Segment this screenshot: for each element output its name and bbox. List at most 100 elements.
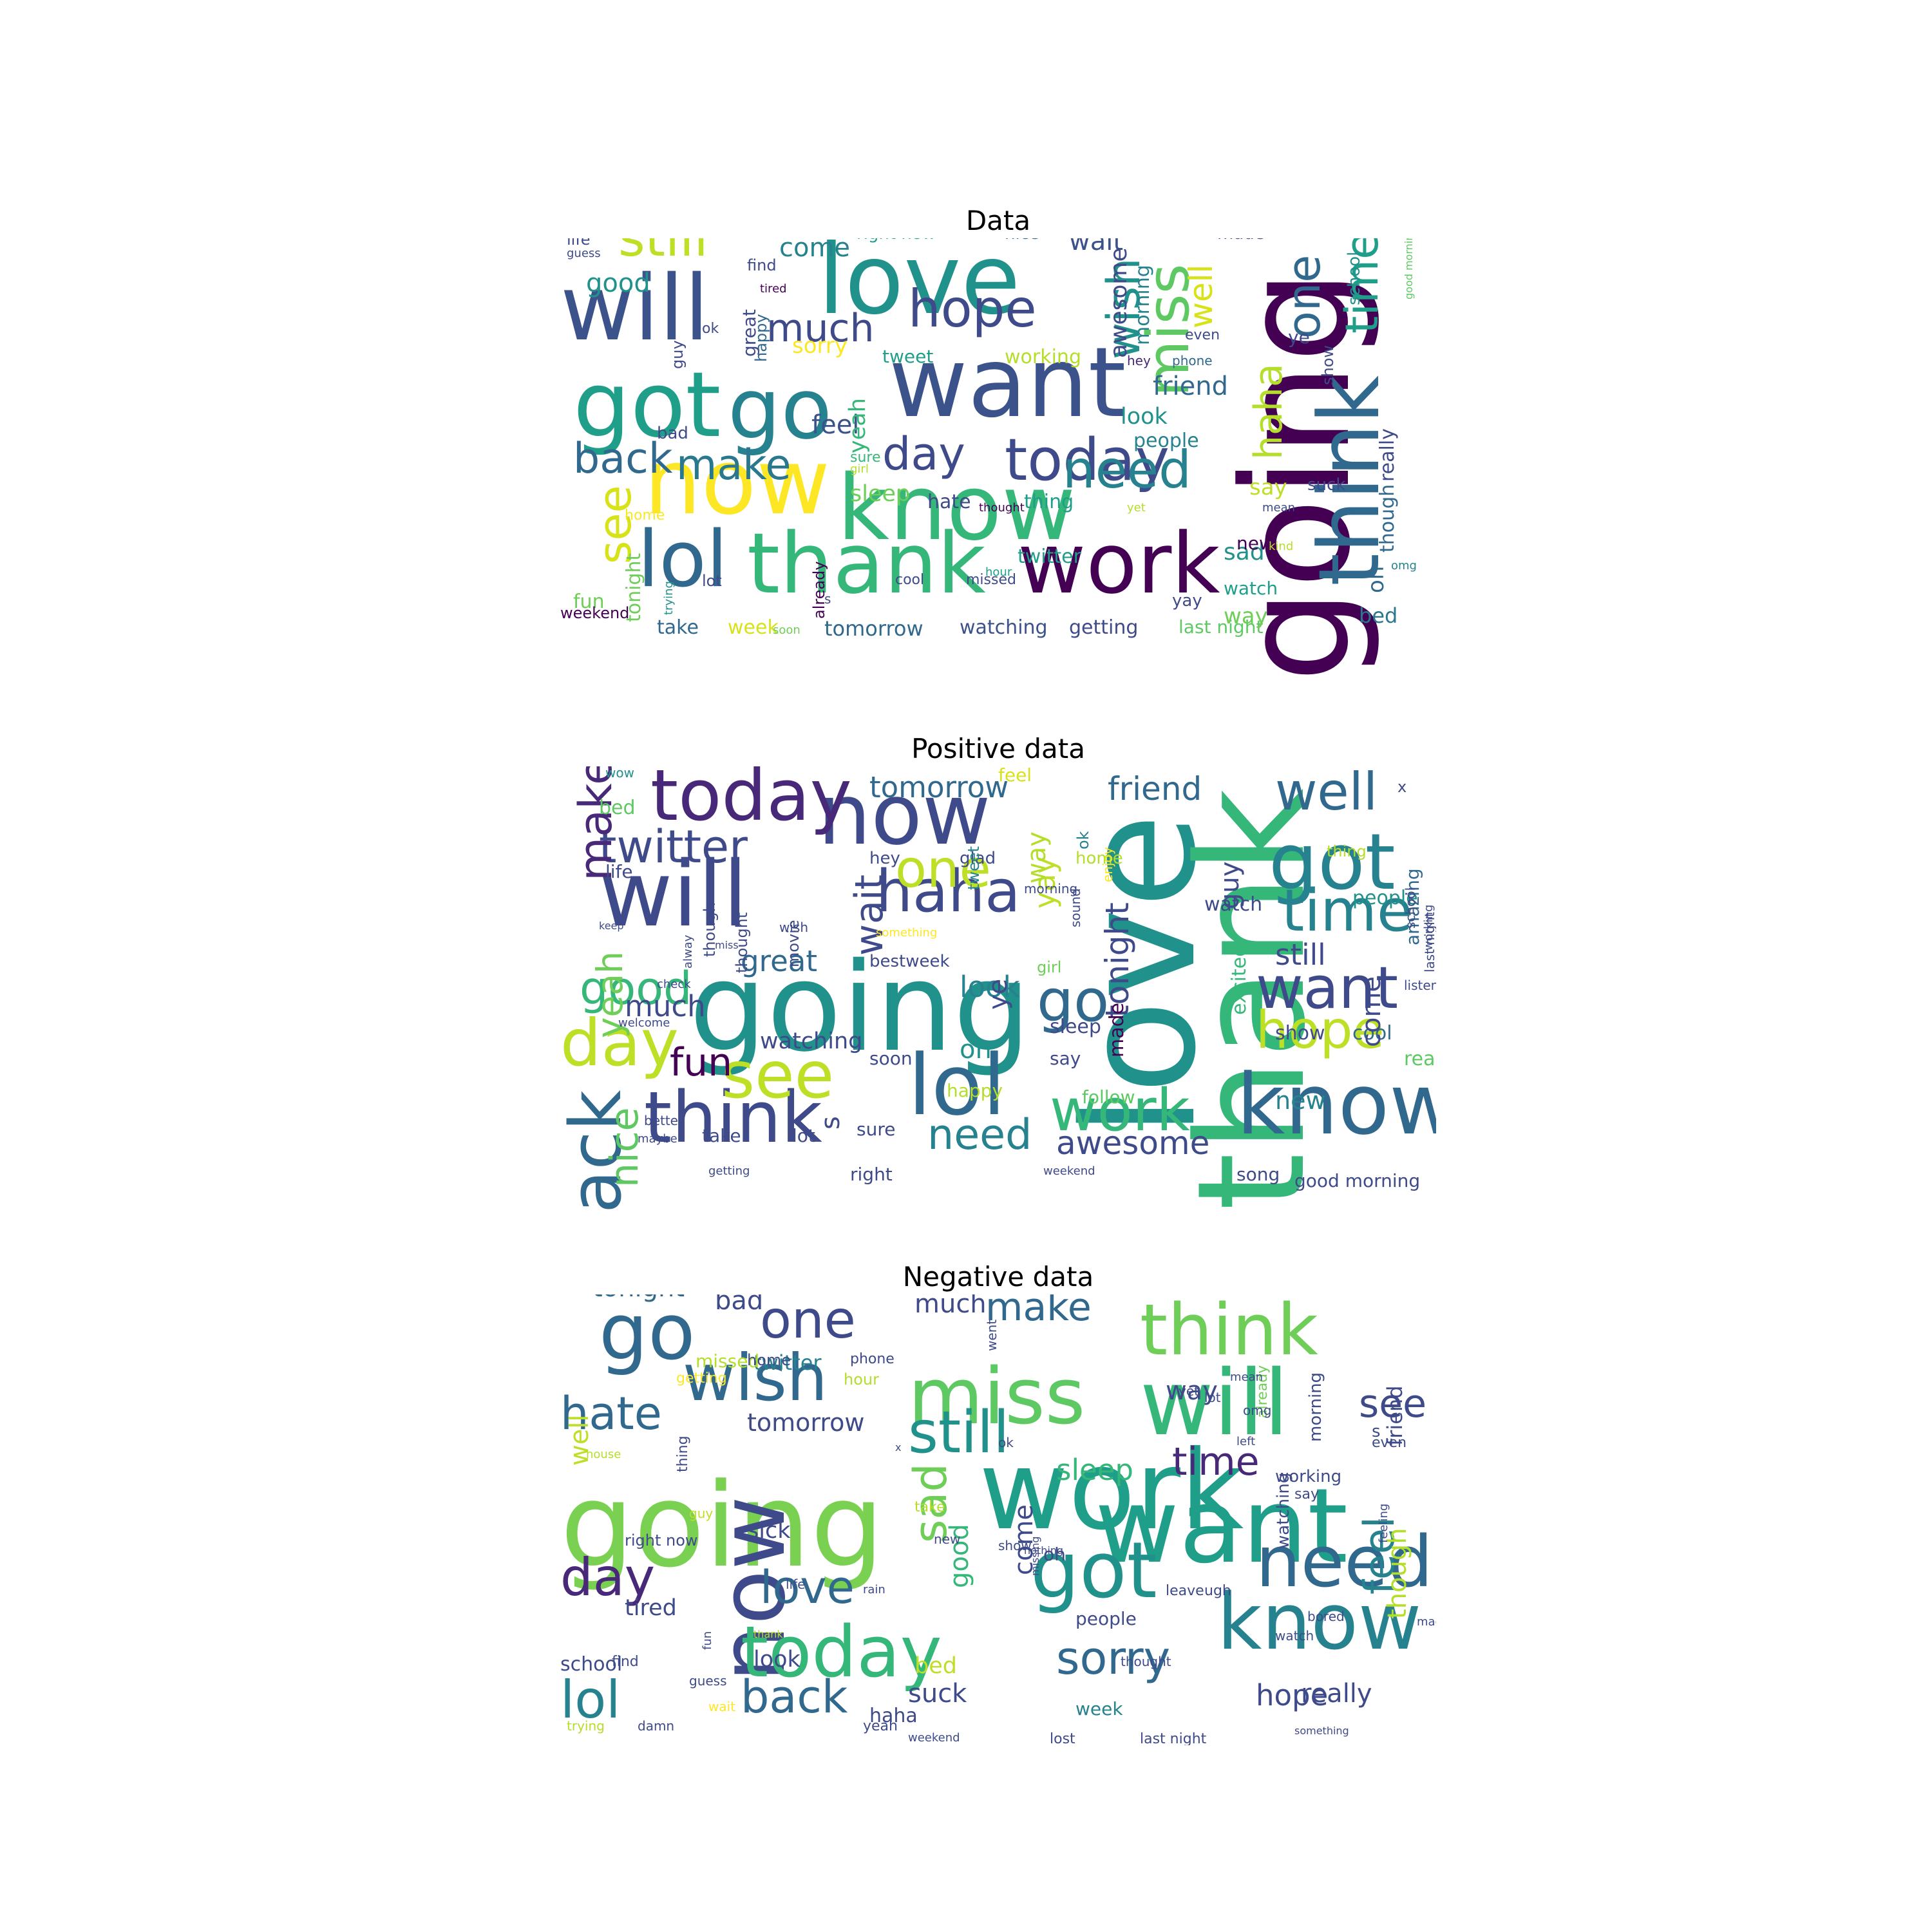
wordcloud-word: yay [1172,591,1202,611]
wordcloud-word: watch [1224,578,1278,599]
wordcloud-word: work [1018,515,1220,612]
wordcloud-word: haha [876,858,1021,925]
wordcloud-word: ugh [1204,1583,1231,1599]
wordcloud-word: life [605,861,633,882]
wordcloud-word: take [702,1125,741,1146]
wordcloud-word: wait [708,1699,736,1714]
wordcloud-word: hey [869,849,900,868]
wordcloud-word: sorry [792,333,848,359]
wordcloud-word: hope [1256,1678,1329,1712]
wordcloud-word: weekend [908,1731,960,1745]
wordcloud-word: suck [908,1679,967,1709]
wordcloud-negative: going work want will miss now think got know toda… [560,1294,1436,1745]
wordcloud-word: thing [1024,491,1074,513]
wordcloud-word: oh [960,1035,992,1065]
wordcloud-word: week [728,616,779,639]
wordcloud-word: better [644,1113,684,1128]
wordcloud-word: home [625,507,665,524]
wordcloud-word: trying [567,1718,605,1734]
wordcloud-word: still [618,238,708,264]
wordcloud-word: thought [1121,1654,1171,1669]
wordcloud-word: week [1075,1698,1123,1719]
wordcloud-word: want [889,327,1126,439]
wordcloud-word: yet [1127,501,1146,515]
wordcloud-word: work [1050,1077,1190,1144]
wordcloud-word: good [580,962,692,1015]
wordcloud-word: yeah [845,398,871,453]
wordcloud-word: sure [857,1119,896,1140]
wordcloud-word: ok [998,1435,1014,1450]
wordcloud-word: missing [1029,1536,1041,1577]
wordcloud-word: got [1269,818,1396,907]
wordcloud-word: think [644,1076,822,1159]
wordcloud-word: guy [668,340,687,370]
wordcloud-word: feel [811,410,860,440]
wordcloud-word: go [728,360,833,458]
wordcloud-word: wait [1069,238,1124,256]
wordcloud-word: getting [676,1370,727,1387]
wordcloud-word: happy [947,1080,1003,1101]
wordcloud-word: yeah [863,1718,898,1734]
wordcloud-word: know [1217,1578,1422,1667]
wordcloud-word: watching [760,1028,863,1054]
wordcloud-word: need [927,1111,1032,1159]
wordcloud-word: work [979,1427,1244,1555]
wordcloud-word: want [1095,1466,1349,1586]
wordcloud-word: morning [1306,1372,1325,1443]
wordcloud-word: lot [792,1125,815,1146]
wordcloud-word: watching [1274,1472,1293,1549]
wordcloud-word: feel [998,766,1032,786]
wordcloud-word: home [747,1351,791,1369]
wordcloud-word: sure [850,450,881,466]
wordcloud-word: nothing [1024,1544,1064,1557]
wordcloud-word: ye [983,978,1013,1010]
wordcloud-word: something [1294,1725,1349,1737]
wordcloud-word: bad [657,424,688,443]
wordcloud-word: made [1106,1002,1128,1057]
wordcloud-word: day [560,1548,656,1607]
wordcloud-word: say [1050,1048,1081,1069]
wordcloud-word: wow [605,766,634,781]
wordcloud-word: time [1172,1439,1260,1484]
wordcloud-word: school [1345,251,1364,305]
wordcloud-word: got [1030,1526,1157,1616]
wordcloud-word: tweet [882,346,934,367]
wordcloud-word: getting [1069,616,1139,639]
wordcloud-word: thank [747,515,986,612]
wordcloud-word: new [1236,533,1274,554]
wordcloud-word: look [1121,404,1168,430]
wordcloud-word: sound [1068,888,1083,927]
wordcloud-word: hour [985,565,1012,579]
wordcloud-word: working [1005,346,1081,368]
wordcloud-word: awesome [1106,247,1132,359]
wordcloud-word: already [810,561,828,619]
wordcloud-data: going want love will know thank work now lol got g… [560,238,1436,689]
wordcloud-word: x [895,1441,902,1454]
wordcloud-word: right now [625,1531,698,1549]
wordcloud-word: day [560,1005,679,1081]
wordcloud-word: left [1236,1435,1256,1448]
wordcloud-word: welcome [618,1016,670,1030]
wordcloud-word: damn [638,1718,675,1734]
wordcloud-word: suck [1307,475,1346,495]
wordcloud-word: back [573,435,673,483]
wordcloud-word: good morning [1403,238,1415,300]
wordcloud-word: lol [638,515,728,605]
wordcloud-word: something [876,926,938,940]
wordcloud-word: people [1133,430,1199,452]
wordcloud-word: lot [702,572,722,590]
wordcloud-word: say [1294,1486,1319,1502]
wordcloud-word: find [612,1654,639,1670]
wordcloud-word: mean [1230,1370,1264,1384]
wordcloud-word: bed [599,797,636,819]
wordcloud-word: even [1185,327,1220,343]
wordcloud-word: sleep [850,481,911,507]
wordcloud-word: sleep [1050,1016,1101,1038]
wordcloud-word: sad [1224,539,1265,565]
wordcloud-word: new [1275,1086,1326,1115]
wordcloud-word: much [766,306,875,351]
wordcloud-word: show [998,1538,1032,1553]
wordcloud-word: will [560,256,710,361]
wordcloud-word: omg [1243,1403,1272,1418]
wordcloud-word: much [914,1294,987,1319]
